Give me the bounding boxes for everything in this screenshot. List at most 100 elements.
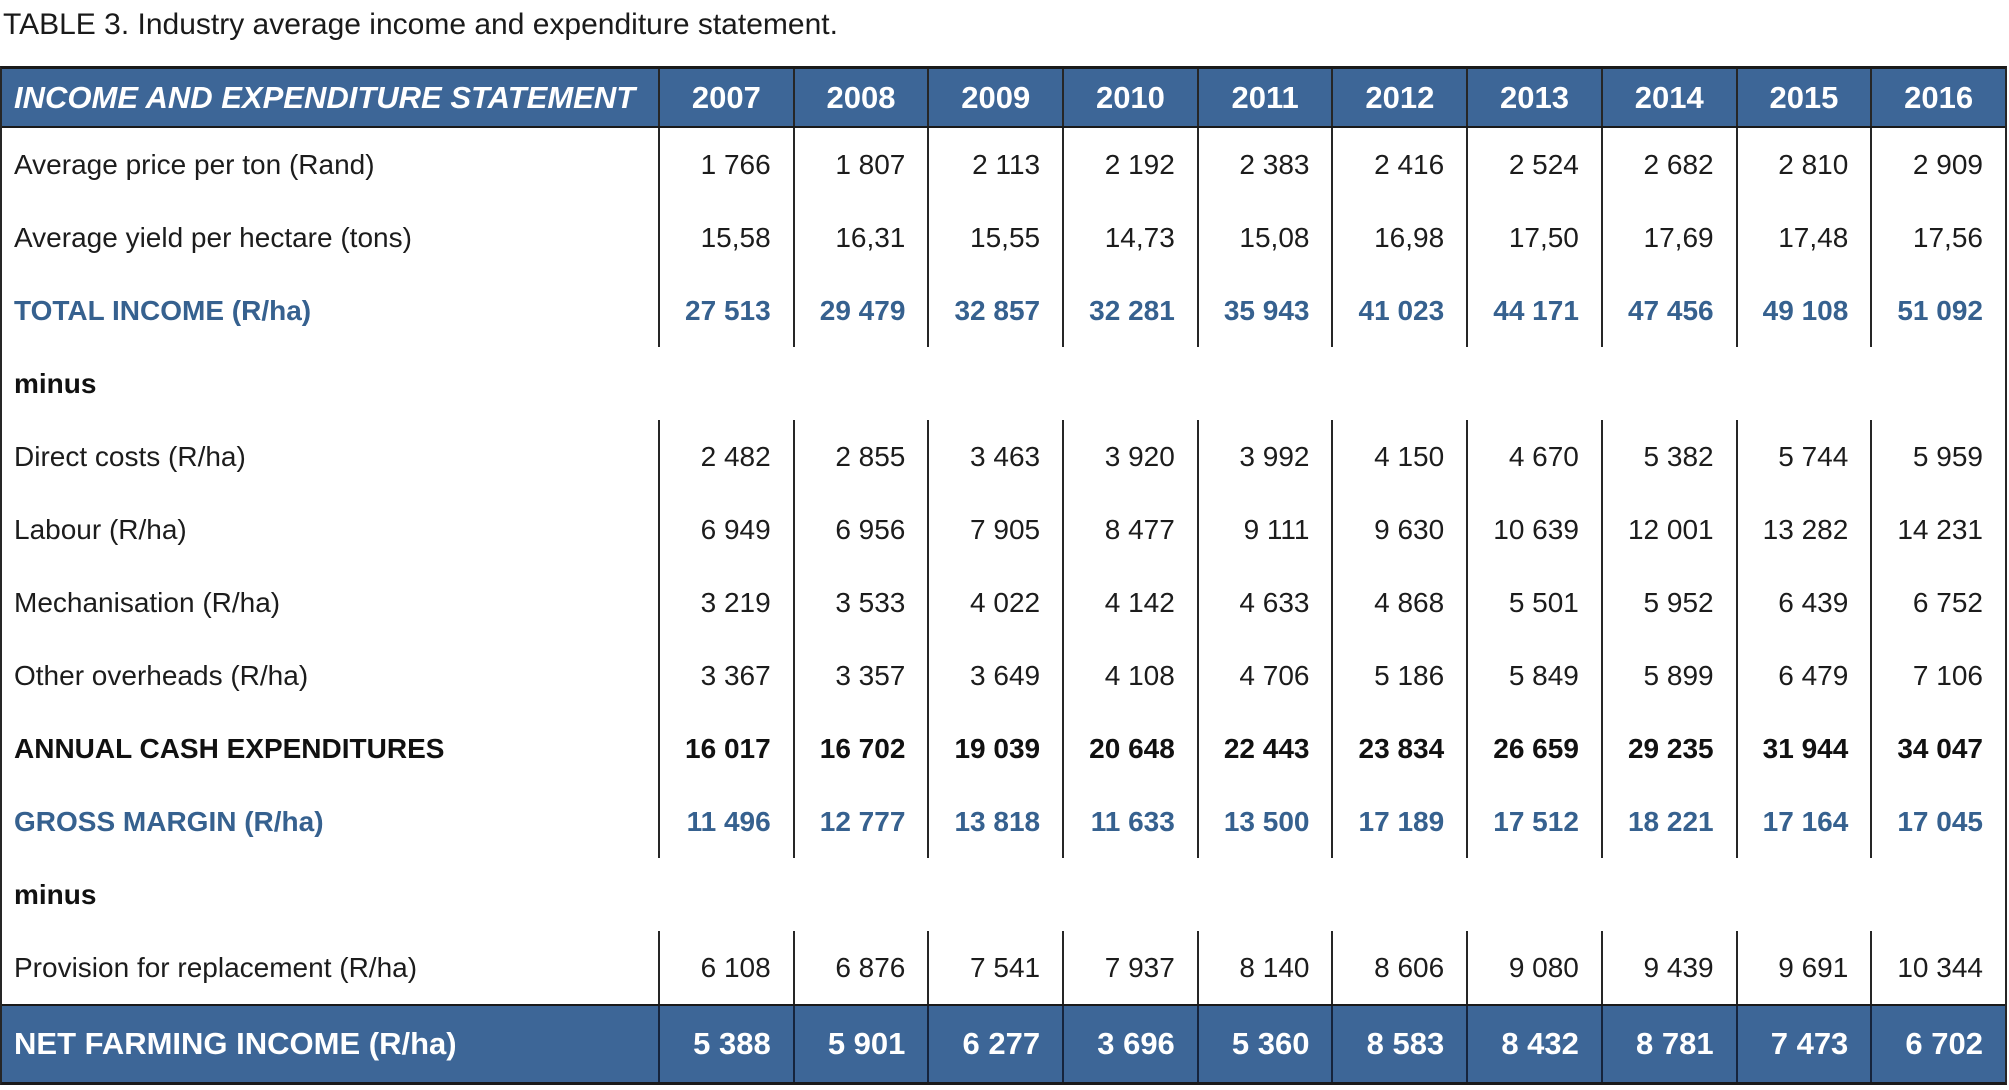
value-cell: 5 360 [1196, 1006, 1332, 1082]
value-cell: 2 909 [1870, 128, 2005, 201]
row-label: GROSS MARGIN (R/ha) [14, 805, 324, 837]
value-cell: 8 606 [1331, 931, 1466, 1004]
value-cell: 6 752 [1870, 566, 2005, 639]
value-cell: 7 106 [1870, 639, 2005, 712]
value-cell: 6 277 [927, 1006, 1062, 1082]
value-cell: 1 807 [792, 128, 928, 201]
value-cell: 9 111 [1196, 493, 1332, 566]
value-cell: 3 649 [927, 639, 1062, 712]
value-cell: 29 479 [792, 274, 928, 347]
row-label: Average price per ton (Rand) [14, 148, 375, 180]
table-row: Average yield per hectare (tons) 15,58 16,… [2, 201, 2005, 274]
header-year-2009: 2009 [927, 69, 1062, 126]
value-cell: 9 691 [1735, 931, 1871, 1004]
value-cell: 9 439 [1600, 931, 1736, 1004]
value-cell: 1 766 [658, 128, 793, 201]
value-cell: 20 648 [1062, 712, 1197, 785]
row-label: Labour (R/ha) [14, 513, 187, 545]
value-cell: 44 171 [1466, 274, 1601, 347]
value-cell: 3 696 [1062, 1006, 1197, 1082]
value-cell: 6 876 [792, 931, 928, 1004]
value-cell: 4 108 [1062, 639, 1197, 712]
value-cell: 6 439 [1735, 566, 1871, 639]
header-year-2014: 2014 [1600, 69, 1736, 126]
value-cell: 4 633 [1196, 566, 1332, 639]
value-cell: 18 221 [1600, 785, 1736, 858]
value-cell: 3 463 [927, 420, 1062, 493]
value-cell: 29 235 [1600, 712, 1736, 785]
value-cell: 4 022 [927, 566, 1062, 639]
header-year-2011: 2011 [1196, 69, 1332, 126]
value-cell: 34 047 [1870, 712, 2005, 785]
table-row: Provision for replacement (R/ha) 6 108 6 8… [2, 931, 2005, 1004]
value-cell: 17 512 [1466, 785, 1601, 858]
table-row: minus [2, 347, 2005, 420]
value-cell: 6 702 [1870, 1006, 2005, 1082]
value-cell: 3 367 [658, 639, 793, 712]
value-cell: 3 219 [658, 566, 793, 639]
value-cell: 7 937 [1062, 931, 1197, 1004]
table-row: minus [2, 858, 2005, 931]
value-cell: 4 868 [1331, 566, 1466, 639]
value-cell: 4 150 [1331, 420, 1466, 493]
value-cell: 5 849 [1466, 639, 1601, 712]
value-cell: 16,98 [1331, 201, 1466, 274]
row-label: TOTAL INCOME (R/ha) [14, 294, 312, 326]
value-cell: 5 382 [1600, 420, 1736, 493]
header-year-2015: 2015 [1735, 69, 1871, 126]
table-row: Mechanisation (R/ha) 3 219 3 533 4 022 4 142… [2, 566, 2005, 639]
value-cell: 12 001 [1600, 493, 1736, 566]
value-cell: 51 092 [1870, 274, 2005, 347]
table-footer-row: NET FARMING INCOME (R/ha) 5 388 5 901 6 277… [2, 1004, 2005, 1082]
value-cell: 16 702 [792, 712, 928, 785]
value-cell: 9 080 [1466, 931, 1601, 1004]
row-label: Mechanisation (R/ha) [14, 586, 281, 618]
value-cell: 27 513 [658, 274, 793, 347]
value-cell: 2 416 [1331, 128, 1466, 201]
value-cell: 23 834 [1331, 712, 1466, 785]
value-cell: 11 633 [1062, 785, 1197, 858]
value-cell: 15,08 [1196, 201, 1332, 274]
value-cell: 5 899 [1600, 639, 1736, 712]
value-cell: 8 781 [1600, 1006, 1736, 1082]
value-cell: 8 140 [1196, 931, 1332, 1004]
value-cell: 12 777 [792, 785, 928, 858]
value-cell: 3 357 [792, 639, 928, 712]
value-cell: 5 186 [1331, 639, 1466, 712]
value-cell: 13 282 [1735, 493, 1871, 566]
table-row: ANNUAL CASH EXPENDITURES 16 017 16 702 19 0… [2, 712, 2005, 785]
row-label: Direct costs (R/ha) [14, 440, 246, 472]
value-cell: 5 388 [658, 1006, 793, 1082]
value-cell: 14,73 [1062, 201, 1197, 274]
table-row: Average price per ton (Rand) 1 766 1 807 2 … [2, 128, 2005, 201]
row-label: Average yield per hectare (tons) [14, 221, 412, 253]
value-cell: 2 383 [1196, 128, 1332, 201]
value-cell: 7 473 [1735, 1006, 1871, 1082]
table-row: GROSS MARGIN (R/ha) 11 496 12 777 13 818 11 … [2, 785, 2005, 858]
header-year-2008: 2008 [792, 69, 928, 126]
income-expenditure-table: INCOME AND EXPENDITURE STATEMENT 2007 2008… [0, 66, 2007, 1085]
value-cell: 22 443 [1196, 712, 1332, 785]
value-cell: 5 501 [1466, 566, 1601, 639]
value-cell: 8 583 [1331, 1006, 1466, 1082]
value-cell: 16 017 [658, 712, 793, 785]
value-cell: 47 456 [1600, 274, 1736, 347]
value-cell: 9 630 [1331, 493, 1466, 566]
value-cell: 17,56 [1870, 201, 2005, 274]
value-cell: 17,48 [1735, 201, 1871, 274]
value-cell: 19 039 [927, 712, 1062, 785]
value-cell: 3 992 [1196, 420, 1332, 493]
row-label: minus [14, 367, 97, 399]
value-cell: 2 524 [1466, 128, 1601, 201]
header-year-2007: 2007 [658, 69, 793, 126]
value-cell: 16,31 [792, 201, 928, 274]
value-cell: 2 482 [658, 420, 793, 493]
value-cell: 2 192 [1062, 128, 1197, 201]
value-cell: 31 944 [1735, 712, 1871, 785]
table-caption: TABLE 3. Industry average income and exp… [3, 8, 838, 41]
value-cell: 17 164 [1735, 785, 1871, 858]
value-cell: 13 818 [927, 785, 1062, 858]
value-cell: 2 113 [927, 128, 1062, 201]
value-cell: 5 744 [1735, 420, 1871, 493]
value-cell: 5 952 [1600, 566, 1736, 639]
